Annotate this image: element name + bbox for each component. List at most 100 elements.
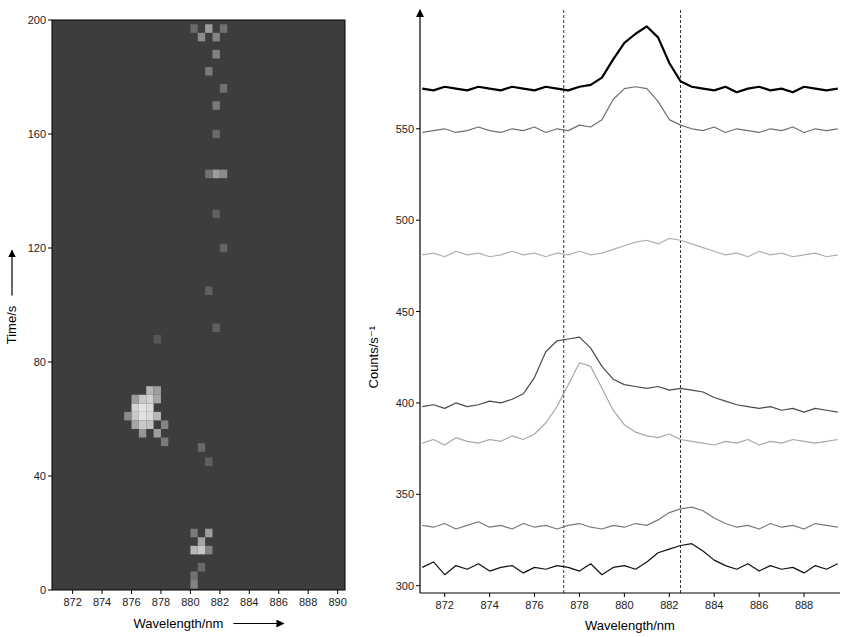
heat-cell	[212, 50, 219, 59]
x-tick-label: 880	[181, 596, 199, 608]
y-tick-label: 80	[34, 356, 46, 368]
heat-cell	[139, 395, 146, 404]
y-axis-title: Counts/s⁻¹	[366, 325, 381, 388]
heat-cell	[132, 395, 139, 404]
heat-cell	[198, 33, 205, 42]
x-tick	[249, 590, 250, 594]
y-tick-label: 120	[28, 242, 46, 254]
y-tick	[416, 585, 420, 586]
x-tick-label: 882	[660, 599, 678, 611]
heat-cell	[139, 403, 146, 412]
y-tick	[48, 134, 52, 135]
heat-cell	[154, 335, 161, 344]
heat-cell	[212, 101, 219, 110]
y-tick-label: 350	[396, 488, 414, 500]
x-tick	[444, 593, 445, 597]
heat-cell	[205, 67, 212, 76]
heat-cell	[124, 412, 131, 421]
heat-cell	[212, 33, 219, 42]
x-tick	[308, 590, 309, 594]
spectrum-line	[422, 363, 838, 445]
x-tick	[337, 590, 338, 594]
heat-cell	[205, 457, 212, 466]
x-tick-label: 888	[299, 596, 317, 608]
heat-cell	[198, 537, 205, 546]
x-tick	[131, 590, 132, 594]
heat-cell	[205, 286, 212, 295]
heat-cell	[190, 546, 197, 555]
x-tick	[102, 590, 103, 594]
y-tick	[416, 220, 420, 221]
y-tick	[416, 402, 420, 403]
heat-cell	[220, 24, 227, 33]
x-tick-label: 886	[270, 596, 288, 608]
x-tick-label: 874	[93, 596, 111, 608]
x-tick-label: 880	[615, 599, 633, 611]
x-tick	[759, 593, 760, 597]
heat-cell	[212, 130, 219, 139]
x-tick-label: 884	[705, 599, 723, 611]
y-tick	[48, 20, 52, 21]
heat-cell	[205, 24, 212, 33]
x-tick	[489, 593, 490, 597]
y-tick-label: 300	[396, 580, 414, 592]
reference-line	[680, 10, 681, 593]
heat-cell	[154, 386, 161, 395]
spectra	[422, 10, 838, 593]
y-tick-label: 40	[34, 470, 46, 482]
x-tick	[669, 593, 670, 597]
heat-cell	[198, 546, 205, 555]
y-tick-label: 0	[40, 584, 46, 596]
heat-cell	[198, 443, 205, 452]
y-tick-label: 450	[396, 306, 414, 318]
heat-cell	[190, 571, 197, 580]
y-tick-label: 200	[28, 14, 46, 26]
heat-cell	[161, 438, 168, 447]
x-tick-label: 884	[240, 596, 258, 608]
heat-cell	[161, 420, 168, 429]
x-tick	[219, 590, 220, 594]
heat-cell	[212, 170, 219, 179]
x-tick-label: 888	[795, 599, 813, 611]
axis-arrow	[11, 250, 12, 295]
heat-cell	[146, 386, 153, 395]
x-tick-label: 878	[570, 599, 588, 611]
heat-cell	[154, 429, 161, 438]
x-tick	[160, 590, 161, 594]
heat-cell	[154, 412, 161, 421]
x-tick	[72, 590, 73, 594]
x-tick-label: 882	[211, 596, 229, 608]
spectrum-line	[422, 238, 838, 256]
spectrum-line	[422, 507, 838, 529]
x-tick-label: 872	[436, 599, 454, 611]
x-tick-label: 876	[525, 599, 543, 611]
spectrum-line	[422, 26, 838, 92]
plot-background	[52, 20, 345, 590]
x-tick	[624, 593, 625, 597]
heat-cell	[132, 420, 139, 429]
x-tick-label: 876	[122, 596, 140, 608]
y-tick	[48, 248, 52, 249]
heat-cell	[146, 412, 153, 421]
y-tick	[48, 362, 52, 363]
heat-cell	[132, 412, 139, 421]
y-tick-label: 500	[396, 214, 414, 226]
plot-frame	[52, 20, 345, 590]
y-tick	[416, 494, 420, 495]
heat-cell	[220, 244, 227, 253]
heat-cell	[146, 403, 153, 412]
y-axis-title: Time/s	[4, 305, 19, 344]
heat-cell	[205, 170, 212, 179]
axis-arrow	[233, 623, 283, 624]
figure: 8728748768788808828848868888900408012016…	[0, 0, 852, 637]
heat-cell	[212, 324, 219, 333]
heat-cell	[205, 529, 212, 538]
heat-cell	[198, 563, 205, 572]
y-tick	[48, 476, 52, 477]
spectrum-line	[422, 87, 838, 133]
heat-cell	[220, 170, 227, 179]
y-tick-label: 400	[396, 397, 414, 409]
heat-cell	[132, 403, 139, 412]
heatmap	[52, 20, 345, 590]
heat-cell	[139, 429, 146, 438]
